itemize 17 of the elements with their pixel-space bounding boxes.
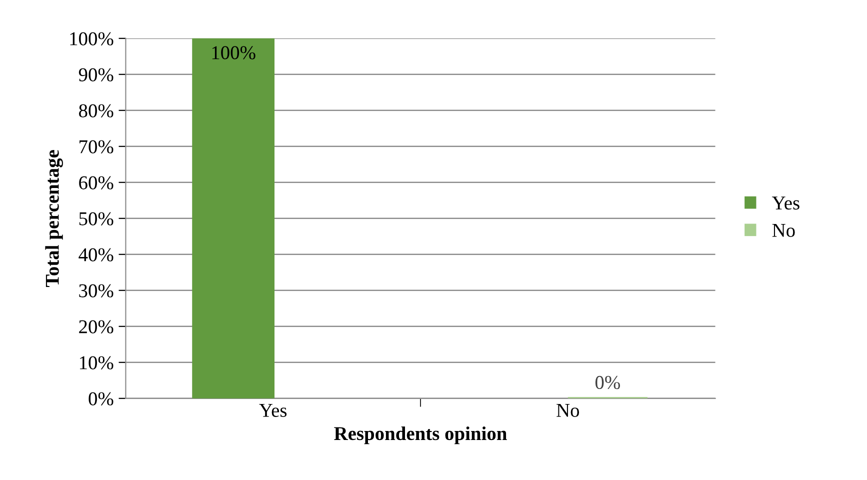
data-label: 0% (595, 376, 620, 390)
y-tick-label: 40% (78, 248, 114, 262)
y-axis-title: Total percentage (45, 150, 63, 287)
y-tick-label: 30% (79, 284, 114, 298)
y-tick-label: 20% (79, 320, 114, 334)
y-tick-label: 70% (80, 140, 114, 154)
y-tick-label: 100% (70, 32, 114, 46)
data-label: 100% (212, 46, 256, 60)
x-axis-title: Respondents opinion (334, 426, 507, 444)
legend-label: Yes (772, 196, 800, 210)
y-tick-label: 0% (88, 392, 114, 406)
y-tick-label: 80% (79, 104, 114, 118)
legend-label: No (772, 224, 795, 237)
y-tick-label: 90% (78, 68, 114, 82)
y-tick-label: 60% (79, 176, 114, 190)
y-tick-label: 10% (80, 356, 114, 370)
y-tick-label: 50% (79, 212, 114, 226)
